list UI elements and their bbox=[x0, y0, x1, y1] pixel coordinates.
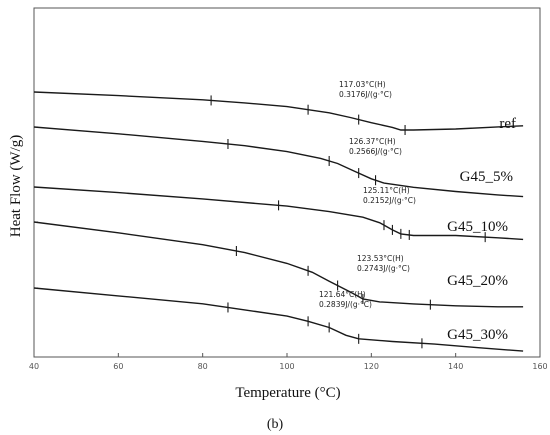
annotations: 117.03°C(H)0.3176J/(g·°C) 126.37°C(H)0.25… bbox=[319, 80, 416, 309]
y-axis-ticks bbox=[34, 91, 38, 289]
x-tick-label: 160 bbox=[532, 362, 547, 371]
annotation-text: 117.03°C(H) bbox=[339, 80, 386, 89]
series-label: ref bbox=[499, 116, 516, 132]
series-line-4 bbox=[33, 221, 524, 308]
annotation-text: 0.3176J/(g·°C) bbox=[339, 90, 392, 99]
annotation-text: 121.64°C(H) bbox=[319, 290, 366, 299]
series-layer bbox=[33, 91, 524, 352]
annotation-text: 125.11°C(H) bbox=[363, 186, 410, 195]
x-tick-label: 40 bbox=[29, 362, 39, 371]
x-tick-label: 140 bbox=[448, 362, 463, 371]
x-tick-label: 100 bbox=[279, 362, 294, 371]
annotation-text: 0.2152J/(g·°C) bbox=[363, 196, 416, 205]
annotation-text: 0.2743J/(g·°C) bbox=[357, 264, 410, 273]
annotation-text: 0.2839J/(g·°C) bbox=[319, 300, 372, 309]
annotation-text: 126.37°C(H) bbox=[349, 137, 396, 146]
x-axis-ticks: 40 60 80 100 120 140 160 bbox=[29, 353, 548, 371]
series-label: G45_20% bbox=[447, 273, 508, 289]
series-line-1 bbox=[33, 91, 524, 131]
x-tick-label: 60 bbox=[113, 362, 123, 371]
annotation-text: 0.2566J/(g·°C) bbox=[349, 147, 402, 156]
figure-caption: (b) bbox=[267, 417, 284, 432]
series-labels: ref G45_5% G45_10% G45_20% G45_30% bbox=[447, 116, 516, 343]
series-label: G45_30% bbox=[447, 327, 508, 343]
series-label: G45_10% bbox=[447, 219, 508, 235]
x-axis-title: Temperature (°C) bbox=[235, 385, 340, 401]
x-tick-label: 120 bbox=[364, 362, 379, 371]
x-tick-label: 80 bbox=[198, 362, 208, 371]
annotation-text: 123.53°C(H) bbox=[357, 254, 404, 263]
series-label: G45_5% bbox=[460, 169, 513, 185]
y-axis-title: Heat Flow (W/g) bbox=[8, 135, 24, 237]
series-line-2 bbox=[33, 126, 524, 198]
series-line-3 bbox=[33, 186, 524, 241]
